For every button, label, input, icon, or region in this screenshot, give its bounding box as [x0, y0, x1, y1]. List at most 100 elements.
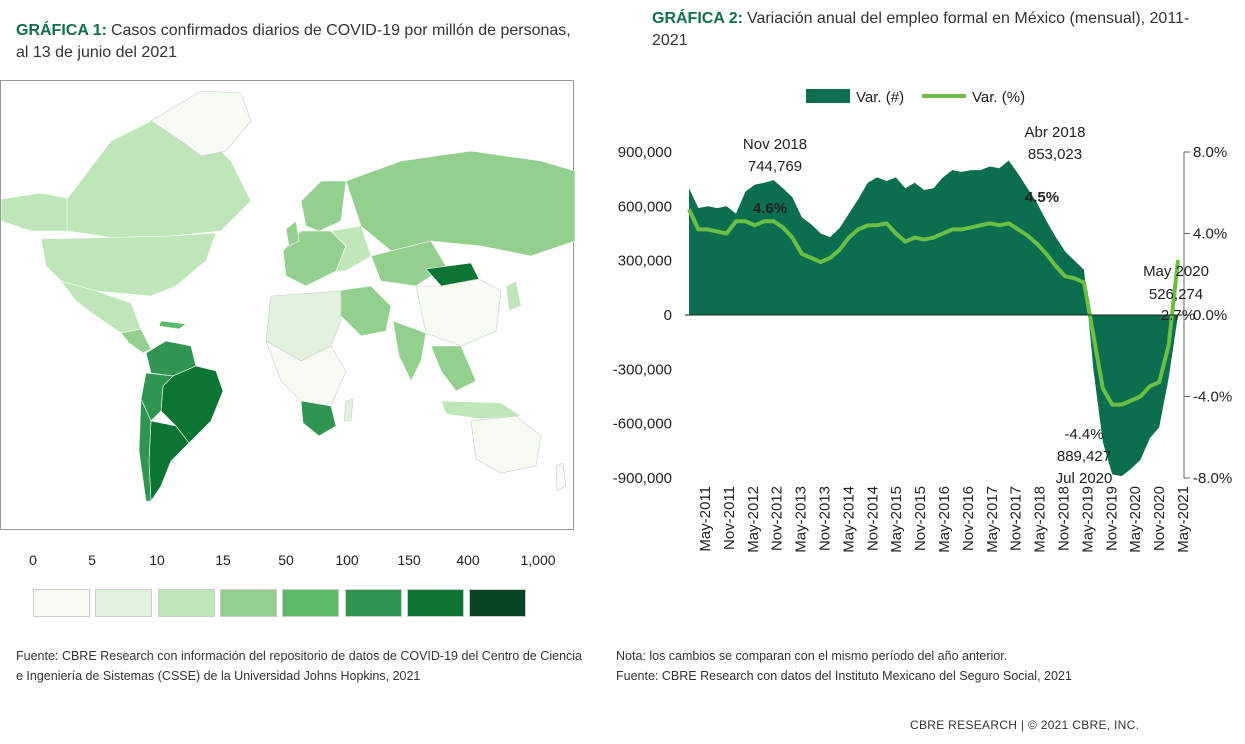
legend-label-var-pct: Var. (%) [972, 89, 1025, 106]
legend-label: 10 [149, 552, 165, 568]
map-russia [345, 150, 575, 257]
y-right-tick-label: 4.0% [1193, 226, 1227, 243]
y-left-tick-label: 300,000 [618, 253, 672, 270]
legend-label: 400 [456, 552, 480, 568]
y-left-tick-label: 0 [664, 307, 672, 324]
series-area-var-num [689, 160, 1178, 477]
map-japan [505, 280, 522, 312]
y-left-tick-label: 600,000 [618, 198, 672, 215]
x-tick-label: Nov-2012 [769, 486, 786, 551]
annotation-peak-a-value: 744,769 [748, 158, 802, 175]
y-right-tick-label: 8.0% [1193, 144, 1227, 161]
legend-swatch [469, 589, 527, 617]
series-line-var-pct [687, 208, 1180, 407]
x-tick-label: May-2015 [888, 486, 905, 553]
legend-label: 15 [215, 552, 231, 568]
x-tick-label: May-2014 [840, 486, 857, 553]
legend-swatch [33, 589, 90, 617]
chart2-title-text: Variación anual del empleo formal en Méx… [652, 10, 1190, 49]
y-left-tick-label: -300,000 [613, 361, 672, 378]
annotation-peak-a-date: Nov 2018 [743, 136, 807, 153]
x-tick-label: May-2016 [936, 486, 953, 553]
world-map [1, 90, 575, 502]
x-tick-label: Nov-2020 [1151, 486, 1168, 551]
legend-swatch [95, 589, 153, 617]
map-alaska [1, 192, 72, 232]
annotation-trough-pct: -4.4% [1064, 426, 1103, 443]
chart2-title: GRÁFICA 2: Variación anual del empleo for… [652, 8, 1212, 52]
chart2-notes: Nota: los cambios se comparan con el mis… [616, 646, 1236, 686]
legend-label: 100 [335, 552, 359, 568]
x-tick-label: May-2012 [745, 486, 762, 553]
y-right-tick-label: 0.0% [1193, 307, 1227, 324]
legend-swatch [219, 589, 277, 617]
chart2-source: Fuente: CBRE Research con datos del Inst… [616, 669, 1072, 683]
x-tick-label: May-2011 [697, 486, 714, 552]
map-caribbean [158, 320, 187, 330]
legend-swatch [157, 589, 215, 617]
legend-swatch [344, 589, 402, 617]
chart1-title: GRÁFICA 1: Casos confirmados diarios de C… [16, 20, 576, 64]
x-tick-label: May-2021 [1175, 486, 1192, 553]
x-tick-label: May-2019 [1079, 486, 1096, 553]
chart1-source: Fuente: CBRE Research con información de… [16, 649, 582, 683]
x-tick-label: Nov-2018 [1056, 486, 1073, 551]
legend-label: 50 [278, 552, 294, 568]
map-madagascar [343, 398, 354, 422]
map-southeast-asia [430, 345, 477, 392]
x-tick-label: Nov-2019 [1103, 486, 1120, 551]
legend-label: 0 [29, 552, 37, 568]
annotation-pct-b: 4.5% [1025, 189, 1059, 206]
legend-swatch [282, 589, 340, 617]
map-greenland [150, 90, 252, 157]
map-new-zealand [555, 462, 567, 492]
x-tick-label: Nov-2013 [817, 486, 834, 551]
legend-label-var-num: Var. (#) [856, 89, 904, 106]
map-australia [470, 415, 542, 474]
chart1-title-text: Casos confirmados diarios de COVID-19 po… [16, 22, 571, 61]
map-india [392, 320, 427, 382]
annotation-recovery-pct: 2.7% [1161, 307, 1195, 324]
map-scandinavia [300, 180, 347, 232]
map-chile [138, 398, 152, 502]
map-southern-africa [300, 400, 337, 437]
x-tick-label: Nov-2011 [721, 486, 738, 550]
annotation-peak-b-date: Abr 2018 [1025, 124, 1086, 141]
legend-label: 5 [88, 552, 96, 568]
map-china [415, 278, 502, 347]
map-middle-east [335, 285, 392, 337]
x-tick-label: Nov-2016 [960, 486, 977, 551]
y-right-tick-label: -8.0% [1193, 470, 1232, 487]
map-central-america [120, 328, 152, 354]
x-tick-label: May-2020 [1127, 486, 1144, 553]
x-tick-label: Nov-2014 [864, 486, 881, 551]
map-indonesia [440, 400, 522, 420]
annotation-recovery-value: 526,274 [1149, 286, 1203, 303]
annotation-peak-b-value: 853,023 [1028, 146, 1082, 163]
employment-chart: Var. (#) Var. (%) 900,000 600,000 300,000 0 -3… [613, 89, 1232, 553]
footer-copyright: CBRE RESEARCH | © 2021 CBRE, INC. [910, 718, 1140, 732]
x-tick-label: May-2013 [793, 486, 810, 553]
chart2-note: Nota: los cambios se comparan con el mis… [616, 649, 1008, 663]
map-kazakhstan [370, 240, 447, 287]
x-tick-label: Nov-2015 [912, 486, 929, 551]
x-tick-label: Nov-2017 [1008, 486, 1025, 551]
world-map-frame [0, 80, 575, 530]
legend-swatch-var-num [806, 89, 850, 103]
legend-label: 150 [397, 552, 421, 568]
annotation-trough-date: Jul 2020 [1056, 470, 1113, 487]
x-tick-label: May-2018 [1032, 486, 1049, 553]
annotation-pct-a: 4.6% [753, 200, 787, 217]
chart2-title-prefix: GRÁFICA 2: [652, 10, 743, 27]
y-left-tick-label: 900,000 [618, 144, 672, 161]
x-tick-label: May-2017 [984, 486, 1001, 553]
y-left-tick-label: -600,000 [613, 416, 672, 433]
chart1-title-prefix: GRÁFICA 1: [16, 22, 107, 39]
y-left-tick-label: -900,000 [613, 470, 672, 487]
annotation-trough-value: 889,427 [1057, 448, 1111, 465]
annotation-recovery-date: May 2020 [1143, 263, 1209, 280]
map-legend-labels: 0 5 10 15 50 100 150 400 1,000 [20, 552, 560, 572]
map-uk [285, 220, 300, 247]
legend-label: 1,000 [520, 552, 556, 568]
map-central-africa [265, 340, 347, 407]
